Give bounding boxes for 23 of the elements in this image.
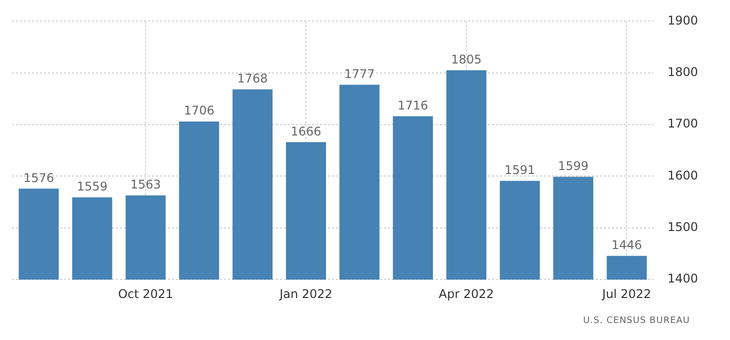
data-label: 1563 [130, 177, 161, 192]
x-tick-label: Jul 2022 [601, 286, 652, 301]
data-label: 1805 [451, 52, 482, 66]
data-label: 1599 [558, 158, 589, 173]
x-tick-label: Jan 2022 [278, 286, 332, 301]
data-label: 1591 [504, 163, 536, 178]
data-label: 1576 [23, 170, 54, 185]
data-label: 1716 [398, 98, 428, 112]
x-tick-label: Apr 2022 [438, 286, 494, 301]
data-label: 1777 [344, 66, 375, 81]
data-label: 1666 [290, 124, 322, 138]
y-tick-label: 1400 [667, 272, 698, 286]
data-label: 1559 [76, 180, 108, 194]
data-label: 1706 [184, 104, 214, 118]
data-label: 1768 [237, 72, 268, 86]
y-tick-label: 1800 [667, 65, 698, 80]
y-tick-label: 1900 [667, 13, 698, 28]
y-tick-label: 1600 [667, 168, 698, 182]
data-label: 1446 [611, 238, 642, 252]
text: U.S. CENSUS BUREAU [583, 316, 690, 326]
y-tick-label: 1500 [667, 220, 698, 234]
y-tick-label: 1700 [667, 116, 698, 131]
x-tick-label: Oct 2021 [118, 286, 174, 301]
